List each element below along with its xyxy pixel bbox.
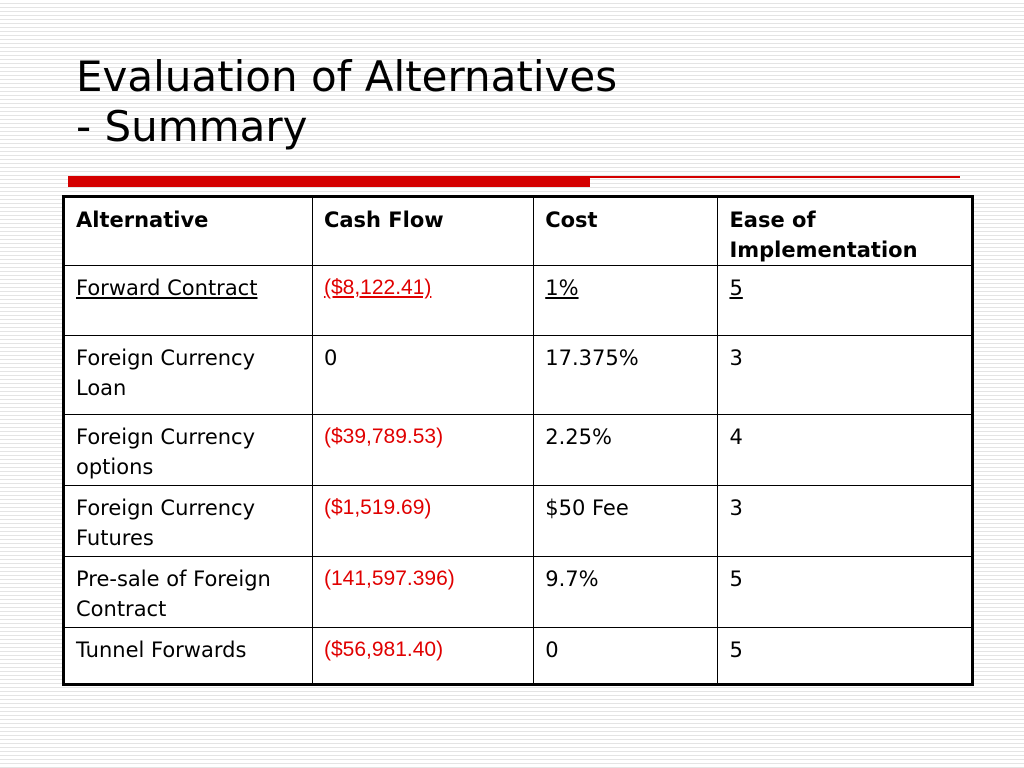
ease-cell: 5 <box>717 627 973 685</box>
title-line-2: - Summary <box>76 102 308 151</box>
table-row: Pre-sale of Foreign Contract (141,597.39… <box>63 556 973 628</box>
table-row: Foreign Currency options ($39,789.53) 2.… <box>63 414 973 486</box>
cash-flow-cell: ($8,122.41) <box>311 265 535 336</box>
ease-cell: 4 <box>717 414 973 486</box>
alternatives-summary-table: Alternative Cash Flow Cost Ease of Imple… <box>62 195 974 686</box>
table-row: Foreign Currency Futures ($1,519.69) $50… <box>63 485 973 557</box>
cost-cell: 1% <box>533 265 719 336</box>
cost-cell: 0 <box>533 627 719 685</box>
cost-cell: $50 Fee <box>533 485 719 557</box>
table-row: Foreign Currency Loan 0 17.375% 3 <box>63 335 973 415</box>
table-header-row: Alternative Cash Flow Cost Ease of Imple… <box>63 196 973 266</box>
cost-cell: 9.7% <box>533 556 719 628</box>
cash-flow-cell: 0 <box>311 335 535 415</box>
alternative-cell: Pre-sale of Foreign Contract <box>63 556 313 628</box>
cash-flow-cell: ($56,981.40) <box>311 627 535 685</box>
alternative-cell: Foreign Currency Loan <box>63 335 313 415</box>
table-row: Forward Contract ($8,122.41) 1% 5 <box>63 265 973 336</box>
table-row: Tunnel Forwards ($56,981.40) 0 5 <box>63 627 973 685</box>
alternative-cell: Foreign Currency Futures <box>63 485 313 557</box>
title-underline-thick <box>68 176 590 187</box>
column-header-ease-of-implementation: Ease of Implementation <box>717 196 973 266</box>
title-line-1: Evaluation of Alternatives <box>76 52 618 101</box>
column-header-alternative: Alternative <box>63 196 313 266</box>
column-header-cash-flow: Cash Flow <box>311 196 535 266</box>
cash-flow-cell: ($39,789.53) <box>311 414 535 486</box>
cost-cell: 17.375% <box>533 335 719 415</box>
title-underline-thin <box>590 176 960 178</box>
ease-cell: 3 <box>717 485 973 557</box>
column-header-cost: Cost <box>533 196 719 266</box>
cost-cell: 2.25% <box>533 414 719 486</box>
alternative-cell: Foreign Currency options <box>63 414 313 486</box>
ease-cell: 5 <box>717 556 973 628</box>
cash-flow-cell: (141,597.396) <box>311 556 535 628</box>
page-title: Evaluation of Alternatives - Summary <box>76 52 617 152</box>
alternative-cell: Forward Contract <box>63 265 313 336</box>
alternative-cell: Tunnel Forwards <box>63 627 313 685</box>
cash-flow-cell: ($1,519.69) <box>311 485 535 557</box>
ease-cell: 3 <box>717 335 973 415</box>
ease-cell: 5 <box>717 265 973 336</box>
